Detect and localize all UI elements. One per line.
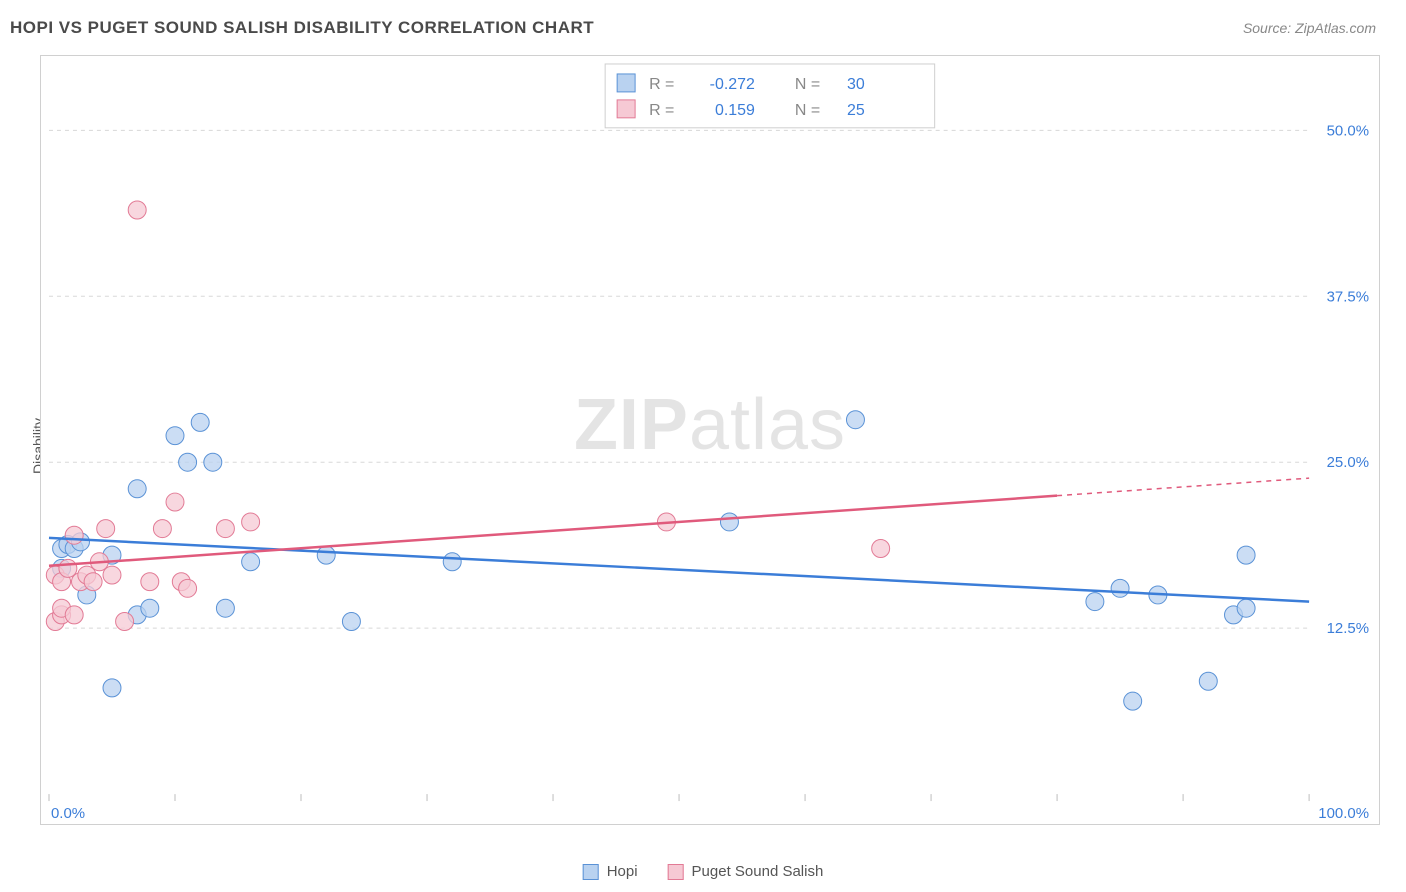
scatter-plot: 12.5% 25.0% 37.5% 50.0% 0.0% 100.0% R = -0.272… xyxy=(41,56,1379,824)
svg-text:25.0%: 25.0% xyxy=(1327,454,1369,471)
svg-text:N =: N = xyxy=(795,76,820,93)
svg-text:R =: R = xyxy=(649,102,674,119)
svg-text:25: 25 xyxy=(847,102,865,119)
svg-text:50.0%: 50.0% xyxy=(1327,122,1369,139)
legend-swatch xyxy=(668,864,684,880)
legend-label: Puget Sound Salish xyxy=(692,863,824,880)
svg-text:0.159: 0.159 xyxy=(715,102,755,119)
svg-text:37.5%: 37.5% xyxy=(1327,288,1369,305)
svg-text:-0.272: -0.272 xyxy=(710,76,755,93)
svg-text:0.0%: 0.0% xyxy=(51,805,85,822)
chart-title: HOPI VS PUGET SOUND SALISH DISABILITY CO… xyxy=(10,18,594,38)
svg-text:30: 30 xyxy=(847,76,865,93)
legend-swatch xyxy=(583,864,599,880)
bottom-legend: Hopi Puget Sound Salish xyxy=(583,863,824,880)
source-attribution: Source: ZipAtlas.com xyxy=(1243,20,1376,36)
legend-label: Hopi xyxy=(607,863,638,880)
svg-text:N =: N = xyxy=(795,102,820,119)
legend-item: Puget Sound Salish xyxy=(668,863,824,880)
svg-text:100.0%: 100.0% xyxy=(1318,805,1369,822)
chart-container: 12.5% 25.0% 37.5% 50.0% 0.0% 100.0% R = -0.272… xyxy=(40,55,1380,825)
svg-text:12.5%: 12.5% xyxy=(1327,620,1369,637)
svg-text:R =: R = xyxy=(649,76,674,93)
legend-item: Hopi xyxy=(583,863,638,880)
